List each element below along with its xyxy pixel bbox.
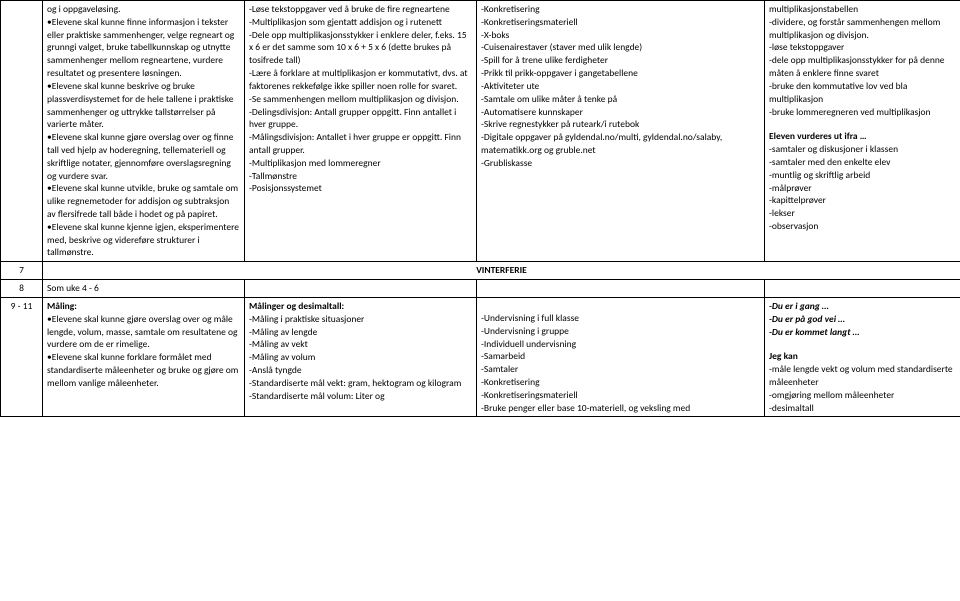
text-line: -Multiplikasjon med lommeregner: [249, 157, 472, 170]
goals-cell: Måling:•Elevene skal kunne gjøre oversla…: [43, 297, 245, 417]
text-line: multiplikasjonstabellen: [769, 3, 956, 16]
text-line: -Konkretisering: [481, 3, 760, 16]
text-line: -Du er kommet langt …: [769, 326, 956, 339]
text-line: -omgjøring mellom måleenheter: [769, 389, 956, 402]
table-row: og i oppgaveløsing.•Elevene skal kunne f…: [1, 1, 960, 262]
text-line: •Elevene skal kunne kjenne igjen, eksper…: [47, 221, 240, 259]
text-line: -lekser: [769, 207, 956, 220]
table-row: 8 Som uke 4 - 6: [1, 280, 960, 298]
text-line: -Multiplikasjon som gjentatt addisjon og…: [249, 16, 472, 29]
text-line: -dividere, og forstår sammenhengen mello…: [769, 16, 956, 42]
text-line: Målinger og desimaltall:: [249, 300, 472, 313]
text-line: -Samarbeid: [481, 350, 760, 363]
text-line: -Konkretiseringsmateriell: [481, 16, 760, 29]
text-line: -Individuell undervisning: [481, 338, 760, 351]
text-line: -Konkretiseringsmateriell: [481, 389, 760, 402]
text-line: -Du er på god vei …: [769, 313, 956, 326]
text-line: -observasjon: [769, 220, 956, 233]
methods-cell: -Konkretisering-Konkretiseringsmateriell…: [477, 1, 765, 262]
text-line: -Undervisning i gruppe: [481, 325, 760, 338]
text-line: -Målingsdivisjon: Antallet i hver gruppe…: [249, 131, 472, 157]
table-row: 7VINTERFERIE: [1, 262, 960, 280]
methods-cell: [477, 280, 765, 298]
text-line: •Elevene skal kunne forklare formålet me…: [47, 351, 240, 389]
text-line: •Elevene skal kunne gjøre overslag over …: [47, 131, 240, 182]
text-line: -måle lengde vekt og volum med standardi…: [769, 363, 956, 389]
blank-line: [769, 338, 956, 350]
text-line: -Automatisere kunnskaper: [481, 106, 760, 119]
text-line: Jeg kan: [769, 350, 956, 363]
week-number-cell: 8: [1, 280, 43, 298]
text-line: -målprøver: [769, 182, 956, 195]
text-line: -bruke lommeregneren ved multiplikasjon: [769, 106, 956, 119]
goals-cell: Som uke 4 - 6: [43, 280, 245, 298]
text-line: -Konkretisering: [481, 376, 760, 389]
text-line: -muntlig og skriftlig arbeid: [769, 169, 956, 182]
text-line: -Posisjonssystemet: [249, 182, 472, 195]
text-line: -Anslå tyngde: [249, 364, 472, 377]
week-number-cell: 9 - 11: [1, 297, 43, 417]
text-line: -Standardiserte mål vekt: gram, hektogra…: [249, 377, 472, 390]
text-line: -Delingsdivisjon: Antall grupper oppgitt…: [249, 106, 472, 132]
assessment-cell: multiplikasjonstabellen-dividere, og for…: [765, 1, 960, 262]
methods-cell: -Undervisning i full klasse-Undervisning…: [477, 297, 765, 417]
text-line: -Måling av volum: [249, 351, 472, 364]
text-line: -kapittelprøver: [769, 194, 956, 207]
text-line: -Standardiserte mål volum: Liter og: [249, 390, 472, 403]
content-cell: Målinger og desimaltall:-Måling i prakti…: [245, 297, 477, 417]
text-line: -bruke den kommutative lov ved bla multi…: [769, 80, 956, 106]
table-row: 9 - 11Måling:•Elevene skal kunne gjøre o…: [1, 297, 960, 417]
text-line: -Måling av lengde: [249, 326, 472, 339]
assessment-cell: -Du er i gang …-Du er på god vei …-Du er…: [765, 297, 960, 417]
text-line: •Elevene skal kunne beskrive og bruke pl…: [47, 80, 240, 131]
assessment-cell: [765, 280, 960, 298]
text-line: -Prikk til prikk-oppgaver i gangetabelle…: [481, 67, 760, 80]
text-line: -Aktiviteter ute: [481, 80, 760, 93]
center-span-cell: VINTERFERIE: [43, 262, 960, 280]
text-line: -Dele opp multiplikasjonsstykker i enkle…: [249, 29, 472, 67]
blank-line: [481, 300, 760, 312]
text-line: •Elevene skal kunne utvikle, bruke og sa…: [47, 182, 240, 220]
text-line: -Cuisenairestaver (staver med ulik lengd…: [481, 41, 760, 54]
text-line: -Spill for å trene ulike ferdigheter: [481, 54, 760, 67]
text-line: -Se sammenhengen mellom multiplikasjon o…: [249, 93, 472, 106]
text-line: Måling:: [47, 300, 240, 313]
text-line: -Bruke penger eller base 10-materiell, o…: [481, 402, 760, 415]
text-line: -Tallmønstre: [249, 170, 472, 183]
text-line: og i oppgaveløsing.: [47, 3, 240, 16]
text-line: •Elevene skal kunne gjøre overslag over …: [47, 313, 240, 351]
text-line: -Digitale oppgaver på gyldendal.no/multi…: [481, 131, 760, 157]
goals-cell: og i oppgaveløsing.•Elevene skal kunne f…: [43, 1, 245, 262]
week-number-cell: 7: [1, 262, 43, 280]
text-line: -X-boks: [481, 29, 760, 42]
text-line: -Skrive regnestykker på ruteark/i rutebo…: [481, 118, 760, 131]
text-line: -Måling i praktiske situasjoner: [249, 313, 472, 326]
text-line: -løse tekstoppgaver: [769, 41, 956, 54]
curriculum-table: og i oppgaveløsing.•Elevene skal kunne f…: [0, 0, 960, 417]
text-line: -Samtaler: [481, 363, 760, 376]
text-line: -dele opp multiplikasjonsstykker for på …: [769, 54, 956, 80]
text-line: -samtaler med den enkelte elev: [769, 156, 956, 169]
text-line: Eleven vurderes ut ifra …: [769, 130, 956, 143]
text-line: •Elevene skal kunne finne informasjon i …: [47, 16, 240, 80]
text-line: Som uke 4 - 6: [47, 282, 240, 295]
text-line: -desimaltall: [769, 402, 956, 415]
text-line: -Måling av vekt: [249, 338, 472, 351]
text-line: -Grubliskasse: [481, 157, 760, 170]
week-number-cell: [1, 1, 43, 262]
text-line: -Samtale om ulike måter å tenke på: [481, 93, 760, 106]
text-line: -samtaler og diskusjoner i klassen: [769, 143, 956, 156]
text-line: -Lære å forklare at multiplikasjon er ko…: [249, 67, 472, 93]
text-line: -Undervisning i full klasse: [481, 312, 760, 325]
content-cell: [245, 280, 477, 298]
text-line: -Løse tekstoppgaver ved å bruke de fire …: [249, 3, 472, 16]
text-line: -Du er i gang …: [769, 300, 956, 313]
blank-line: [769, 118, 956, 130]
content-cell: -Løse tekstoppgaver ved å bruke de fire …: [245, 1, 477, 262]
